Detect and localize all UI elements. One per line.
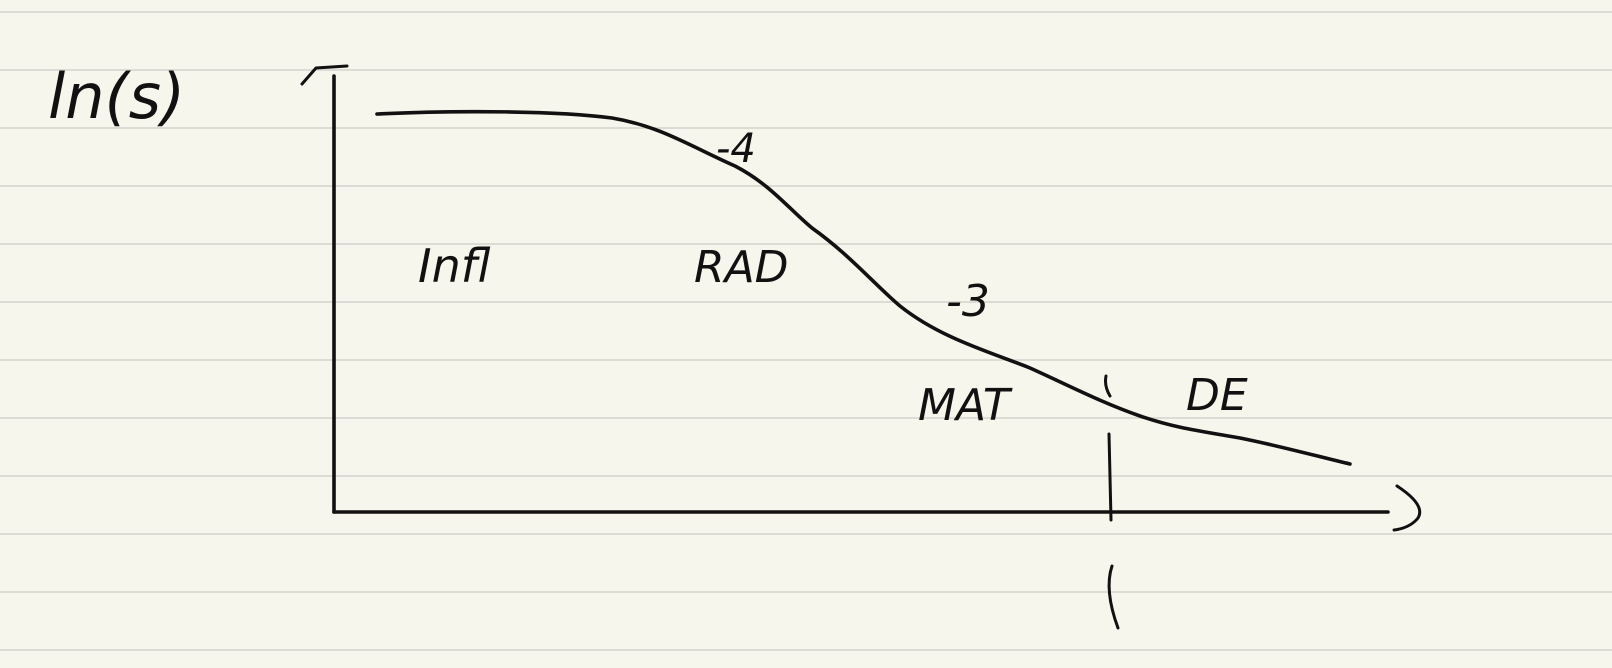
x-axis: [332, 484, 1422, 532]
y-axis-label: ln(s): [48, 60, 185, 133]
y-axis: [300, 64, 349, 514]
region-label: Infl: [418, 239, 491, 293]
region-label: MAT: [918, 380, 1013, 431]
slope-label: -3: [946, 276, 990, 327]
ruled-lines: [0, 11, 1612, 651]
x-axis-arrowhead: [1392, 484, 1422, 532]
marker-bottom-tick: [1107, 564, 1120, 630]
y-axis-label-text: ln(s): [48, 60, 185, 133]
slope-label: -4: [716, 126, 756, 172]
vertical-marker: [1104, 374, 1120, 630]
region-label: DE: [1186, 370, 1248, 421]
marker-top-tick: [1104, 374, 1112, 398]
marker-line: [1107, 432, 1113, 522]
y-axis-arrowhead: [300, 64, 349, 86]
curve: [375, 109, 1352, 466]
region-label: RAD: [694, 242, 789, 293]
